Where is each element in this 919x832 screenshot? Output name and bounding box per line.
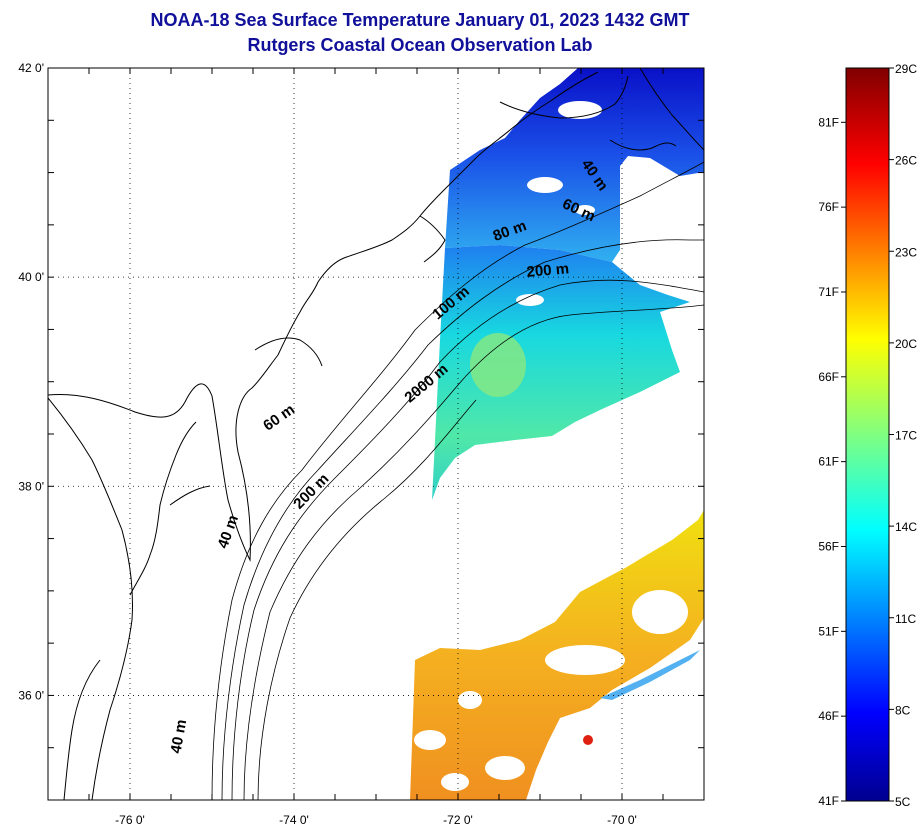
colorbar-fahrenheit-label: 81F <box>818 115 839 129</box>
colorbar-celsius-label: 14C <box>895 520 917 534</box>
colorbar-fahrenheit-label: 61F <box>818 455 839 469</box>
colorbar-celsius-label: 8C <box>895 703 911 717</box>
colorbar-celsius-label: 26C <box>895 154 917 168</box>
cold-streak <box>600 650 700 700</box>
colorbar-fahrenheit-label: 66F <box>818 370 839 384</box>
colorbar-celsius-label: 23C <box>895 245 917 259</box>
isobath-label: 40 m <box>168 718 191 755</box>
colorbar-fahrenheit-label: 76F <box>818 200 839 214</box>
colorbar-celsius-labels: 29C 26C 23C 20C 17C 14C 11C 8C 5C <box>889 62 917 809</box>
colorbar-fahrenheit-label: 56F <box>818 539 839 553</box>
colorbar-celsius-label: 11C <box>895 612 916 626</box>
lat-tick-label: 40 0' <box>18 270 44 284</box>
colorbar-fahrenheit-label: 51F <box>818 624 839 638</box>
latitude-labels: 42 0' 40 0' 38 0' 36 0' <box>18 61 44 702</box>
sst-data-layer <box>410 68 704 800</box>
longitude-labels: -76 0' -74 0' -72 0' -70 0' <box>115 813 637 827</box>
sst-swath-mid <box>432 245 690 500</box>
coastline <box>48 68 704 800</box>
colorbar: 29C 26C 23C 20C 17C 14C 11C 8C 5C 81F 76F 71F 66F 61… <box>818 62 917 809</box>
lat-tick-label: 38 0' <box>18 479 44 493</box>
colorbar-fahrenheit-labels: 81F 76F 71F 66F 61F 56F 51F 46F 41F <box>818 115 846 808</box>
isobath-label: 60 m <box>260 401 298 435</box>
map-title: NOAA-18 Sea Surface Temperature January … <box>150 10 690 30</box>
cloud-mask <box>414 101 688 791</box>
hot-spot <box>583 735 593 745</box>
colorbar-celsius-label: 29C <box>895 62 917 76</box>
colorbar-fahrenheit-label: 46F <box>818 709 839 723</box>
colorbar-gradient <box>845 67 890 802</box>
isobath-label: 200 m <box>526 260 570 281</box>
map-subtitle: Rutgers Coastal Ocean Observation Lab <box>247 35 593 55</box>
lon-tick-label: -72 0' <box>443 813 473 827</box>
colorbar-fahrenheit-label: 71F <box>818 285 839 299</box>
warm-eddy <box>470 333 526 397</box>
colorbar-celsius-label: 20C <box>895 337 917 351</box>
graticule <box>47 67 705 801</box>
colorbar-celsius-label: 5C <box>895 795 911 809</box>
lat-tick-label: 42 0' <box>18 61 44 75</box>
lat-tick-label: 36 0' <box>18 688 44 702</box>
colorbar-celsius-label: 17C <box>895 429 917 443</box>
isobath-contours <box>211 161 704 800</box>
colorbar-fahrenheit-label: 41F <box>818 794 839 808</box>
lon-tick-label: -70 0' <box>607 813 637 827</box>
lon-tick-label: -74 0' <box>279 813 309 827</box>
lon-tick-label: -76 0' <box>115 813 145 827</box>
sst-swath-north <box>445 68 704 262</box>
